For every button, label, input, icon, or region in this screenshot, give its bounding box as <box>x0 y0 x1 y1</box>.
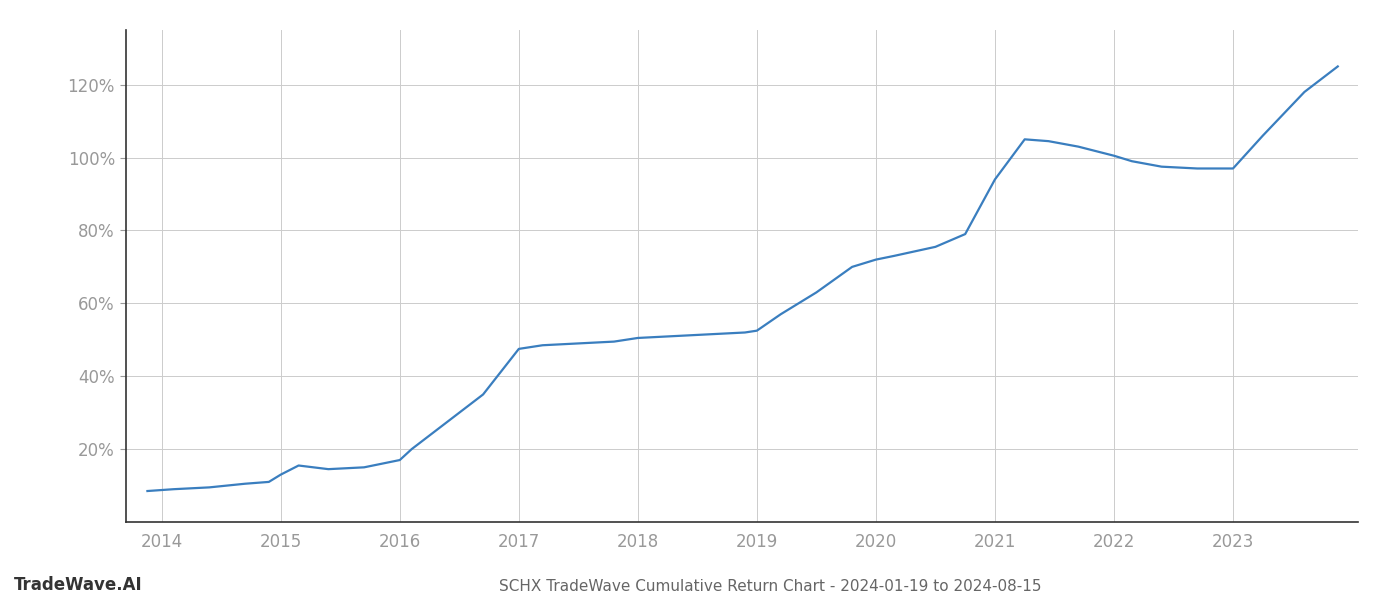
Text: SCHX TradeWave Cumulative Return Chart - 2024-01-19 to 2024-08-15: SCHX TradeWave Cumulative Return Chart -… <box>498 579 1042 594</box>
Text: TradeWave.AI: TradeWave.AI <box>14 576 143 594</box>
